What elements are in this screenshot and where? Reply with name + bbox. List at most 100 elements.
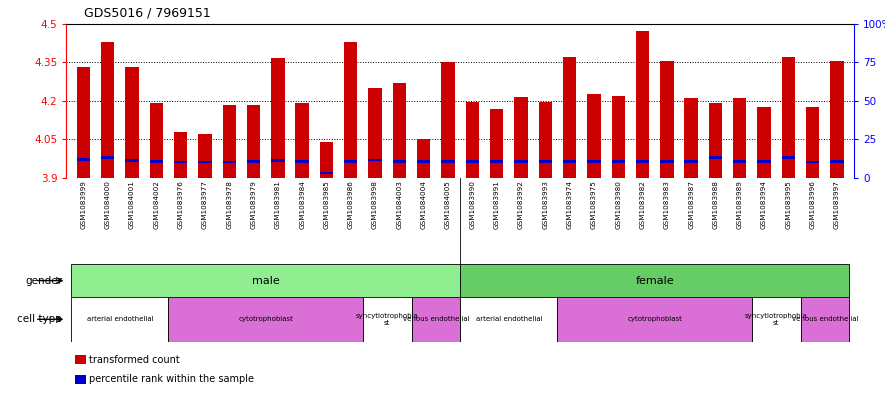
- Text: cytotrophoblast: cytotrophoblast: [627, 316, 682, 322]
- Text: GSM1083984: GSM1083984: [299, 180, 305, 229]
- Text: GSM1083996: GSM1083996: [810, 180, 816, 229]
- Text: cytotrophoblast: cytotrophoblast: [238, 316, 293, 322]
- Text: syncytiotrophobla
st: syncytiotrophobla st: [745, 313, 808, 326]
- Bar: [126, 67, 139, 178]
- Bar: [198, 134, 212, 178]
- Bar: [77, 67, 90, 178]
- Bar: [417, 160, 430, 163]
- Text: percentile rank within the sample: percentile rank within the sample: [89, 374, 254, 384]
- Bar: [417, 140, 430, 178]
- Text: female: female: [635, 275, 674, 286]
- Text: GSM1083995: GSM1083995: [785, 180, 791, 229]
- Text: gender: gender: [25, 275, 62, 286]
- Bar: [684, 160, 698, 163]
- Text: GSM1083982: GSM1083982: [640, 180, 645, 229]
- Bar: [77, 158, 90, 160]
- Bar: [363, 297, 412, 342]
- Text: arterial endothelial: arterial endothelial: [87, 316, 153, 322]
- Text: GSM1083999: GSM1083999: [81, 180, 87, 229]
- Text: GSM1083978: GSM1083978: [227, 180, 232, 229]
- Bar: [368, 159, 381, 161]
- Text: GSM1083991: GSM1083991: [494, 180, 500, 229]
- Text: GSM1084002: GSM1084002: [153, 180, 159, 229]
- Text: GSM1084001: GSM1084001: [129, 180, 135, 229]
- Bar: [758, 160, 771, 163]
- Text: GDS5016 / 7969151: GDS5016 / 7969151: [84, 7, 211, 20]
- Text: GSM1083986: GSM1083986: [348, 180, 354, 229]
- Bar: [174, 160, 188, 163]
- Bar: [539, 160, 552, 163]
- Bar: [442, 62, 455, 178]
- Bar: [801, 297, 850, 342]
- Bar: [490, 108, 504, 178]
- Text: GSM1083976: GSM1083976: [178, 180, 183, 229]
- Text: GSM1083974: GSM1083974: [566, 180, 573, 229]
- Bar: [71, 264, 460, 297]
- Bar: [393, 160, 406, 163]
- Bar: [612, 160, 625, 163]
- Bar: [539, 102, 552, 178]
- Text: GSM1084003: GSM1084003: [396, 180, 403, 229]
- Bar: [174, 132, 188, 178]
- Text: GSM1083988: GSM1083988: [712, 180, 719, 229]
- Text: syncytiotrophobla
st: syncytiotrophobla st: [356, 313, 419, 326]
- Bar: [101, 156, 114, 159]
- Bar: [588, 94, 601, 178]
- Bar: [101, 42, 114, 178]
- Bar: [752, 297, 801, 342]
- Bar: [344, 160, 358, 163]
- Bar: [830, 61, 843, 178]
- Bar: [563, 57, 576, 178]
- Bar: [412, 297, 460, 342]
- Bar: [781, 156, 795, 159]
- Bar: [319, 142, 333, 178]
- Text: GSM1083981: GSM1083981: [275, 180, 281, 229]
- Bar: [709, 103, 722, 178]
- Bar: [660, 160, 673, 163]
- Bar: [460, 264, 850, 297]
- Bar: [781, 57, 795, 178]
- Bar: [126, 160, 139, 162]
- Text: GSM1083998: GSM1083998: [372, 180, 378, 229]
- Text: male: male: [252, 275, 280, 286]
- Text: GSM1083979: GSM1083979: [250, 180, 257, 229]
- Bar: [460, 297, 558, 342]
- Bar: [296, 160, 309, 163]
- Bar: [514, 97, 527, 178]
- Bar: [514, 160, 527, 163]
- Bar: [247, 160, 260, 163]
- Text: GSM1084004: GSM1084004: [420, 180, 427, 229]
- Bar: [660, 61, 673, 178]
- Text: transformed count: transformed count: [89, 354, 181, 365]
- Text: GSM1083985: GSM1083985: [324, 180, 329, 229]
- Bar: [247, 105, 260, 178]
- Bar: [150, 160, 163, 163]
- Bar: [71, 297, 168, 342]
- Bar: [319, 172, 333, 174]
- Bar: [733, 98, 746, 178]
- Bar: [733, 160, 746, 163]
- Bar: [709, 156, 722, 159]
- Text: GSM1083983: GSM1083983: [664, 180, 670, 229]
- Text: GSM1083997: GSM1083997: [834, 180, 840, 229]
- Text: GSM1083990: GSM1083990: [469, 180, 475, 229]
- Bar: [271, 58, 285, 178]
- Bar: [168, 297, 363, 342]
- Bar: [563, 160, 576, 163]
- Bar: [271, 159, 285, 162]
- Text: GSM1083987: GSM1083987: [689, 180, 694, 229]
- Text: GSM1083993: GSM1083993: [543, 180, 549, 229]
- Bar: [368, 88, 381, 178]
- Bar: [222, 160, 236, 163]
- Bar: [344, 42, 358, 178]
- Bar: [198, 160, 212, 163]
- Bar: [222, 105, 236, 178]
- Text: arterial endothelial: arterial endothelial: [475, 316, 543, 322]
- Text: GSM1083992: GSM1083992: [518, 180, 524, 229]
- Bar: [490, 160, 504, 163]
- Text: GSM1083994: GSM1083994: [761, 180, 767, 229]
- Bar: [830, 160, 843, 163]
- Bar: [806, 107, 820, 178]
- Text: venous endothelial: venous endothelial: [403, 316, 469, 322]
- Bar: [442, 160, 455, 163]
